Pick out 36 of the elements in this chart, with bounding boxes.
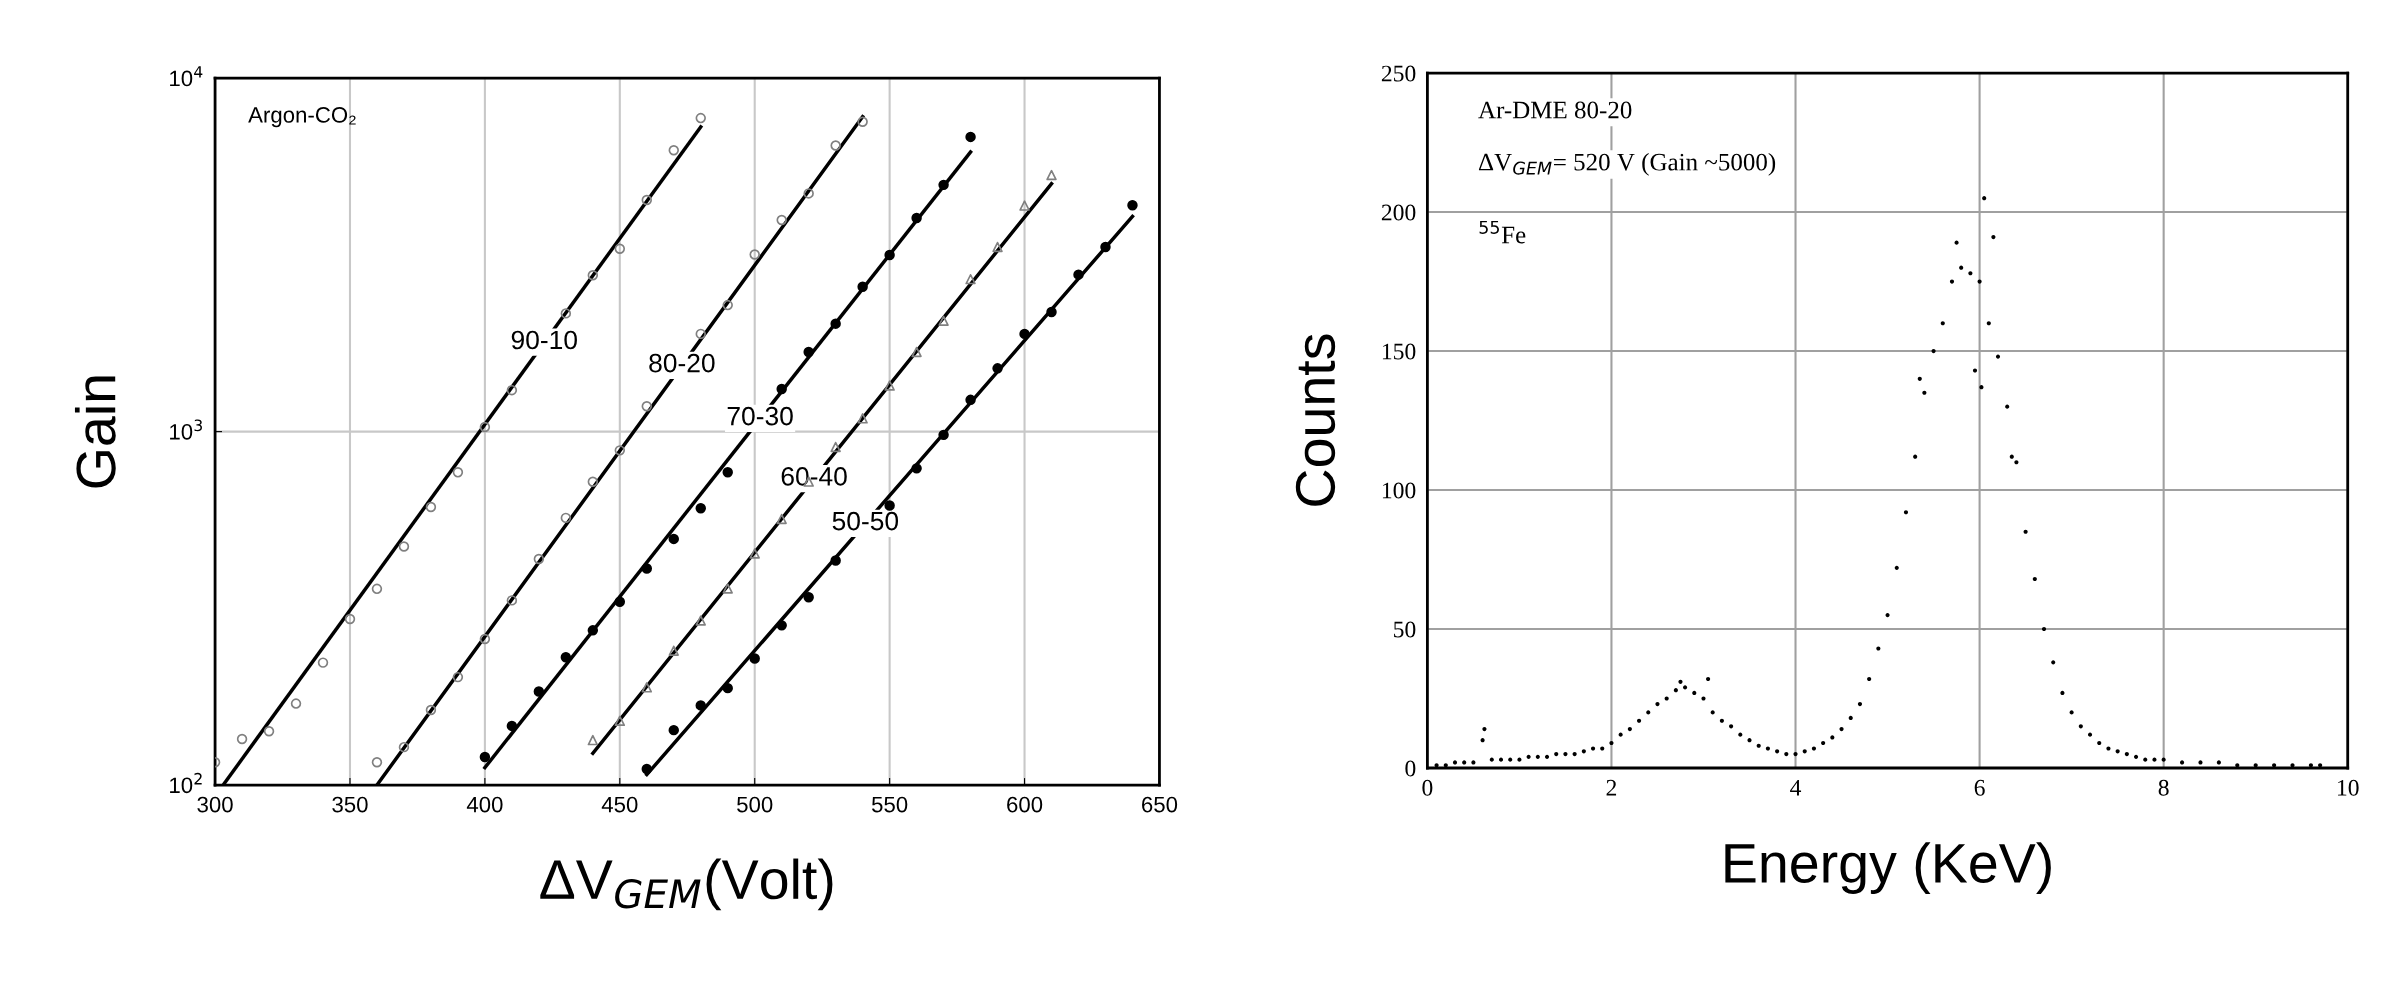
x-tick-label: 450 [601,796,638,813]
annotation: Ar-DME 80-20 [1478,101,1632,119]
x-tick-label: 300 [197,796,233,813]
x-tick-label: 500 [737,796,773,813]
annotation: 90-10 [511,330,577,350]
y-tick-label: 50 [1394,621,1416,638]
x-tick-label: 8 [2158,779,2169,796]
x-tick-label: 4 [1790,779,1802,796]
annotation: 60-40 [781,467,847,486]
y-tick-label: 10$^{4}$ [170,66,203,87]
y-tick-label: 150 [1382,343,1416,360]
x-tick-label: 2 [1606,779,1617,796]
annotation: 70-30 [727,406,793,426]
y-tick-label: 10$^{3}$ [170,419,202,440]
x-tick-label: 600 [1007,796,1043,813]
annotation: $^{55}$Fe [1479,220,1526,244]
y-axis-title: Counts [1295,334,1336,506]
y-axis-title: Gain [74,376,116,488]
x-tick-label: 550 [871,796,908,813]
y-tick-label: 250 [1381,65,1416,82]
y-tick-label: 100 [1382,482,1416,499]
annotation: 50-50 [832,511,899,531]
x-tick-label: 350 [332,796,368,813]
x-tick-label: 10 [2338,779,2359,796]
annotation: Argon-CO₂ [248,107,356,128]
annotation: 80-20 [649,353,715,373]
y-tick-label: 0 [1405,760,1416,777]
x-axis-title: Energy (KeV) [1725,842,2051,894]
x-tick-label: 6 [1974,779,1985,796]
x-tick-label: 0 [1422,779,1433,796]
x-tick-label: 650 [1142,796,1178,813]
x-tick-label: 400 [466,796,503,813]
x-axis-title: ΔV$_{GEM}$(Volt) [540,858,833,911]
y-tick-label: 200 [1381,204,1416,221]
y-tick-label: 10$^{2}$ [170,772,202,794]
annotation: ΔV$_{GEM}$= 520 V (Gain ~5000) [1478,152,1776,176]
